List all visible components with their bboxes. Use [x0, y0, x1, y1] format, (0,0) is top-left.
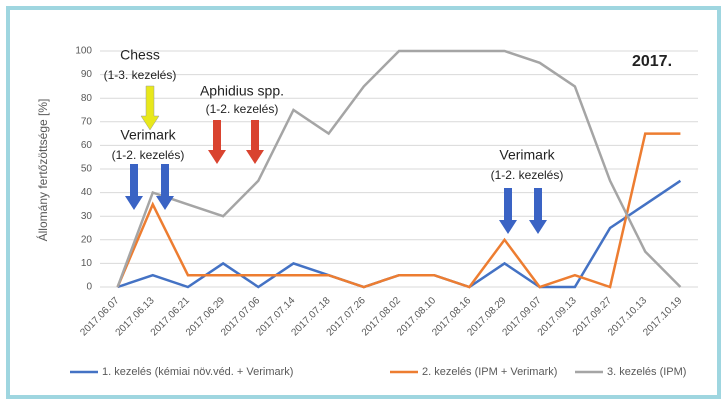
annotation: (1-2. kezelés)	[112, 148, 185, 162]
arrow	[208, 120, 226, 164]
annotation: (1-2. kezelés)	[491, 168, 564, 182]
y-tick-label: 90	[81, 69, 93, 80]
arrows	[125, 85, 547, 234]
y-tick-label: 20	[81, 234, 93, 245]
y-tick-label: 60	[81, 140, 93, 151]
legend-label: 2. kezelés (IPM + Verimark)	[422, 366, 557, 378]
annotation: Verimark	[499, 147, 555, 163]
arrow	[140, 85, 160, 131]
frame	[6, 6, 721, 399]
y-tick-label: 70	[81, 116, 93, 127]
legend-label: 1. kezelés (kémiai növ.véd. + Verimark)	[102, 366, 293, 378]
arrow	[246, 120, 264, 164]
y-tick-label: 50	[81, 164, 93, 175]
arrow	[499, 188, 517, 234]
annotation: Chess	[120, 47, 160, 63]
legend-label: 3. kezelés (IPM)	[607, 366, 686, 378]
arrow	[125, 164, 143, 210]
annotation: (1-2. kezelés)	[206, 102, 279, 116]
y-axis-label: Állomány fertőzöttsége [%]	[35, 99, 50, 242]
y-tick-label: 10	[81, 258, 93, 269]
annotation: Aphidius spp.	[200, 83, 284, 99]
y-tick-label: 40	[81, 187, 93, 198]
annotation: Verimark	[120, 127, 176, 143]
annotation: (1-3. kezelés)	[104, 68, 177, 82]
arrow	[156, 164, 174, 210]
y-tick-label: 30	[81, 211, 93, 222]
arrow	[529, 188, 547, 234]
chart-title: 2017.	[632, 53, 672, 70]
y-tick-label: 80	[81, 93, 93, 104]
y-tick-label: 0	[86, 282, 92, 293]
series-line	[116, 132, 681, 289]
y-tick-label: 100	[75, 46, 92, 57]
series-line	[116, 49, 682, 288]
